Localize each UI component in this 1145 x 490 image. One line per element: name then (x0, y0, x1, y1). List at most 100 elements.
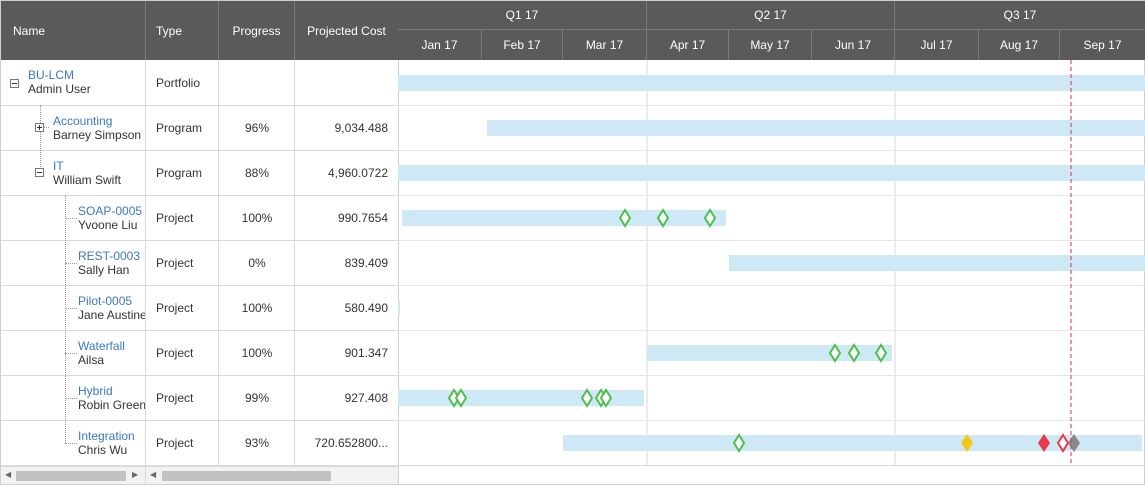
month-header: May 17 (729, 30, 812, 60)
month-label: Sep 17 (1083, 38, 1122, 52)
row-owner: Robin Green (78, 398, 145, 412)
row-name-link[interactable]: Waterfall (78, 339, 125, 353)
row-divider (1, 240, 399, 241)
row-progress: 99% (244, 390, 270, 405)
row-owner: Barney Simpson (53, 128, 142, 142)
scroll-thumb[interactable] (16, 471, 126, 481)
month-header: Jun 17 (812, 30, 895, 60)
tree-connector (40, 127, 49, 128)
scroll-thumb[interactable] (162, 471, 331, 481)
milestone-late-icon[interactable] (1038, 434, 1050, 452)
milestone-late-outline-icon[interactable] (1056, 433, 1070, 453)
row-type: Project (156, 210, 194, 225)
month-header: Sep 17 (1060, 30, 1145, 60)
month-header: Aug 17 (979, 30, 1060, 60)
scroll-right-arrow-icon[interactable]: ▶ (132, 470, 139, 479)
milestone-diamond-icon[interactable] (732, 433, 746, 453)
row-name-link[interactable]: Accounting (53, 114, 113, 128)
scroll-left-arrow-icon[interactable]: ◀ (150, 470, 157, 479)
collapse-toggle-icon[interactable] (35, 168, 44, 177)
task-bar[interactable] (729, 255, 1145, 271)
task-bar[interactable] (563, 435, 1142, 451)
row-name-link[interactable]: Hybrid (78, 384, 113, 398)
row-name-link[interactable]: SOAP-0005 (78, 204, 143, 218)
column-header-type[interactable]: Type (146, 1, 219, 60)
gantt-timeline[interactable] (398, 60, 1145, 466)
column-divider (294, 60, 295, 466)
milestone-diamond-icon[interactable] (454, 388, 468, 408)
row-type: Project (156, 255, 194, 270)
tree-row-name[interactable]: Pilot-0005 Jane Austine (1, 285, 145, 330)
milestone-diamond-icon[interactable] (874, 343, 888, 363)
row-cost: 901.347 (344, 345, 388, 360)
task-bar[interactable] (398, 165, 1145, 181)
month-header: Jan 17 (398, 30, 482, 60)
grid-scrollbar[interactable]: ◀ (146, 466, 398, 484)
tree-row-name[interactable]: IT William Swift (1, 150, 145, 195)
column-header-cost[interactable]: Projected Cost (295, 1, 399, 60)
grid-splitter[interactable] (398, 60, 399, 485)
row-divider (1, 195, 399, 196)
milestone-diamond-icon[interactable] (618, 208, 632, 228)
column-header-name-label: Name (13, 23, 46, 38)
milestone-diamond-icon[interactable] (656, 208, 670, 228)
row-owner: Admin User (28, 82, 91, 96)
month-label: Feb 17 (503, 38, 541, 52)
row-name-link[interactable]: Integration (78, 429, 135, 443)
tree-connector (65, 353, 77, 354)
tree-row-name[interactable]: BU-LCM Admin User (1, 60, 145, 105)
row-divider (1, 285, 399, 286)
tree-row-name[interactable]: Hybrid Robin Green (1, 375, 145, 420)
task-bar[interactable] (647, 345, 892, 361)
tree-row-name[interactable]: Accounting Barney Simpson (1, 105, 145, 150)
row-divider (1, 150, 399, 151)
task-bar[interactable] (487, 120, 1145, 136)
row-divider (1, 420, 399, 421)
tree-connector (65, 263, 77, 264)
row-name-link[interactable]: Pilot-0005 (78, 294, 133, 308)
milestone-diamond-icon[interactable] (580, 388, 594, 408)
column-header-cost-label: Projected Cost (307, 23, 386, 38)
milestone-diamond-icon[interactable] (828, 343, 842, 363)
row-owner: William Swift (53, 173, 121, 187)
row-name-link[interactable]: REST-0003 (78, 249, 141, 263)
row-divider (1, 330, 399, 331)
row-type: Portfolio (156, 75, 201, 90)
task-bar[interactable] (398, 300, 400, 316)
expand-toggle-icon[interactable] (35, 123, 44, 132)
row-cost: 9,034.488 (334, 120, 388, 135)
row-progress (219, 60, 295, 105)
quarter-header: Q3 17 (895, 1, 1145, 30)
month-header: Mar 17 (563, 30, 647, 60)
row-name-link[interactable]: BU-LCM (28, 68, 75, 82)
row-progress: 100% (241, 300, 273, 315)
row-type: Project (156, 435, 194, 450)
tree-connector (65, 308, 77, 309)
row-type: Project (156, 300, 194, 315)
tree-row-name[interactable]: SOAP-0005 Yvoone Liu (1, 195, 145, 240)
tree-row-name[interactable]: Waterfall Ailsa (1, 330, 145, 375)
row-cost: 927.408 (344, 390, 388, 405)
tree-connector (65, 195, 66, 443)
month-label: Jul 17 (920, 38, 953, 52)
scroll-left-arrow-icon[interactable]: ◀ (5, 470, 12, 479)
task-bar[interactable] (398, 75, 1145, 91)
column-header-name[interactable]: Name (1, 1, 146, 60)
tree-row-name[interactable]: Integration Chris Wu (1, 420, 145, 465)
tree-row-name[interactable]: REST-0003 Sally Han (1, 240, 145, 285)
name-column-scrollbar[interactable]: ◀ ▶ (1, 466, 145, 484)
month-label: Apr 17 (669, 38, 706, 52)
milestone-diamond-icon[interactable] (847, 343, 861, 363)
column-header-progress[interactable]: Progress (219, 1, 295, 60)
quarter-header: Q2 17 (647, 1, 895, 30)
row-progress: 100% (241, 345, 273, 360)
row-name-link[interactable]: IT (53, 159, 64, 173)
task-bar[interactable] (402, 210, 726, 226)
month-label: Aug 17 (999, 38, 1039, 52)
milestone-warning-icon[interactable] (961, 434, 973, 452)
collapse-toggle-icon[interactable] (10, 79, 19, 88)
row-cost: 839.409 (344, 255, 388, 270)
row-owner: Ailsa (78, 353, 105, 367)
milestone-diamond-icon[interactable] (599, 388, 613, 408)
milestone-diamond-icon[interactable] (703, 208, 717, 228)
